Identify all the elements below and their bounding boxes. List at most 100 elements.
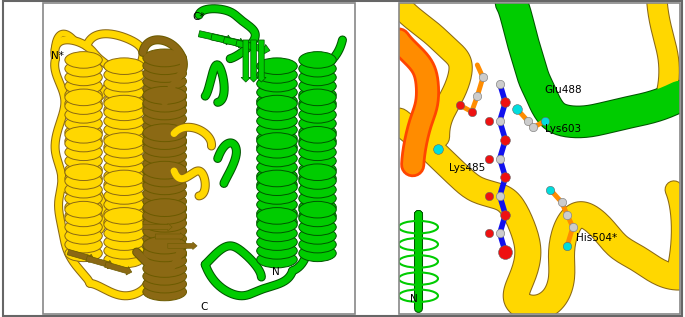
Ellipse shape: [104, 214, 145, 230]
Ellipse shape: [104, 95, 145, 112]
Ellipse shape: [257, 130, 297, 147]
Ellipse shape: [65, 133, 102, 149]
Ellipse shape: [299, 107, 336, 123]
Ellipse shape: [299, 164, 336, 180]
Ellipse shape: [65, 98, 102, 114]
Ellipse shape: [299, 190, 336, 207]
Ellipse shape: [65, 170, 102, 187]
Ellipse shape: [257, 208, 297, 224]
Ellipse shape: [299, 69, 336, 86]
Ellipse shape: [104, 101, 145, 118]
FancyArrow shape: [211, 34, 245, 48]
Ellipse shape: [104, 188, 145, 204]
Ellipse shape: [143, 283, 186, 301]
Ellipse shape: [65, 210, 102, 227]
Ellipse shape: [299, 60, 336, 77]
Ellipse shape: [65, 181, 102, 198]
Ellipse shape: [65, 69, 102, 86]
Text: N: N: [410, 294, 418, 304]
Ellipse shape: [299, 144, 336, 160]
Ellipse shape: [143, 200, 186, 218]
Ellipse shape: [65, 135, 102, 152]
Ellipse shape: [143, 49, 186, 67]
Ellipse shape: [104, 93, 145, 109]
FancyArrow shape: [249, 40, 258, 82]
Ellipse shape: [104, 67, 145, 83]
Ellipse shape: [299, 170, 336, 187]
FancyArrow shape: [236, 40, 270, 54]
Ellipse shape: [143, 238, 186, 256]
FancyArrow shape: [241, 40, 251, 82]
Ellipse shape: [143, 110, 186, 128]
Ellipse shape: [299, 95, 336, 112]
Ellipse shape: [143, 102, 186, 120]
Ellipse shape: [104, 139, 145, 156]
FancyArrow shape: [86, 256, 113, 269]
Ellipse shape: [143, 169, 186, 187]
Ellipse shape: [104, 176, 145, 193]
Ellipse shape: [299, 52, 336, 68]
Ellipse shape: [104, 121, 145, 138]
Ellipse shape: [143, 132, 186, 149]
Ellipse shape: [143, 192, 186, 210]
Ellipse shape: [143, 147, 186, 165]
Ellipse shape: [299, 236, 336, 253]
Ellipse shape: [299, 87, 336, 103]
Ellipse shape: [299, 228, 336, 244]
Ellipse shape: [257, 139, 297, 156]
Ellipse shape: [104, 208, 145, 224]
Ellipse shape: [104, 196, 145, 213]
Ellipse shape: [104, 150, 145, 167]
Ellipse shape: [104, 130, 145, 147]
Ellipse shape: [299, 126, 336, 143]
Ellipse shape: [299, 208, 336, 224]
Ellipse shape: [104, 113, 145, 129]
Ellipse shape: [257, 150, 297, 167]
Ellipse shape: [104, 58, 145, 74]
Ellipse shape: [257, 168, 297, 184]
Ellipse shape: [257, 95, 297, 112]
FancyArrow shape: [143, 223, 172, 231]
Ellipse shape: [257, 58, 297, 74]
Ellipse shape: [257, 104, 297, 121]
Ellipse shape: [143, 155, 186, 173]
Ellipse shape: [257, 243, 297, 259]
Ellipse shape: [257, 196, 297, 213]
Ellipse shape: [257, 67, 297, 83]
Ellipse shape: [143, 230, 186, 248]
Ellipse shape: [65, 228, 102, 244]
Ellipse shape: [257, 179, 297, 196]
Ellipse shape: [143, 185, 186, 203]
Text: N*: N*: [51, 51, 64, 61]
Ellipse shape: [65, 78, 102, 94]
Ellipse shape: [257, 159, 297, 176]
Ellipse shape: [143, 208, 186, 226]
Text: N: N: [273, 267, 280, 277]
Ellipse shape: [299, 78, 336, 94]
Text: Lys603: Lys603: [545, 124, 581, 134]
Ellipse shape: [299, 181, 336, 198]
Ellipse shape: [143, 244, 186, 262]
Ellipse shape: [104, 75, 145, 92]
Ellipse shape: [104, 84, 145, 101]
Ellipse shape: [65, 201, 102, 218]
Ellipse shape: [143, 214, 186, 232]
Ellipse shape: [257, 216, 297, 233]
Ellipse shape: [143, 177, 186, 195]
FancyArrow shape: [168, 242, 197, 249]
Ellipse shape: [299, 115, 336, 132]
Ellipse shape: [65, 124, 102, 141]
Ellipse shape: [143, 87, 186, 104]
Text: C: C: [201, 302, 208, 312]
Ellipse shape: [65, 95, 102, 112]
Ellipse shape: [143, 260, 186, 277]
Ellipse shape: [65, 60, 102, 77]
Text: Lys485: Lys485: [449, 163, 486, 173]
Ellipse shape: [299, 124, 336, 141]
Ellipse shape: [104, 216, 145, 233]
Ellipse shape: [143, 163, 186, 181]
Ellipse shape: [143, 88, 186, 106]
Ellipse shape: [143, 199, 186, 217]
Ellipse shape: [143, 94, 186, 112]
Ellipse shape: [299, 161, 336, 178]
